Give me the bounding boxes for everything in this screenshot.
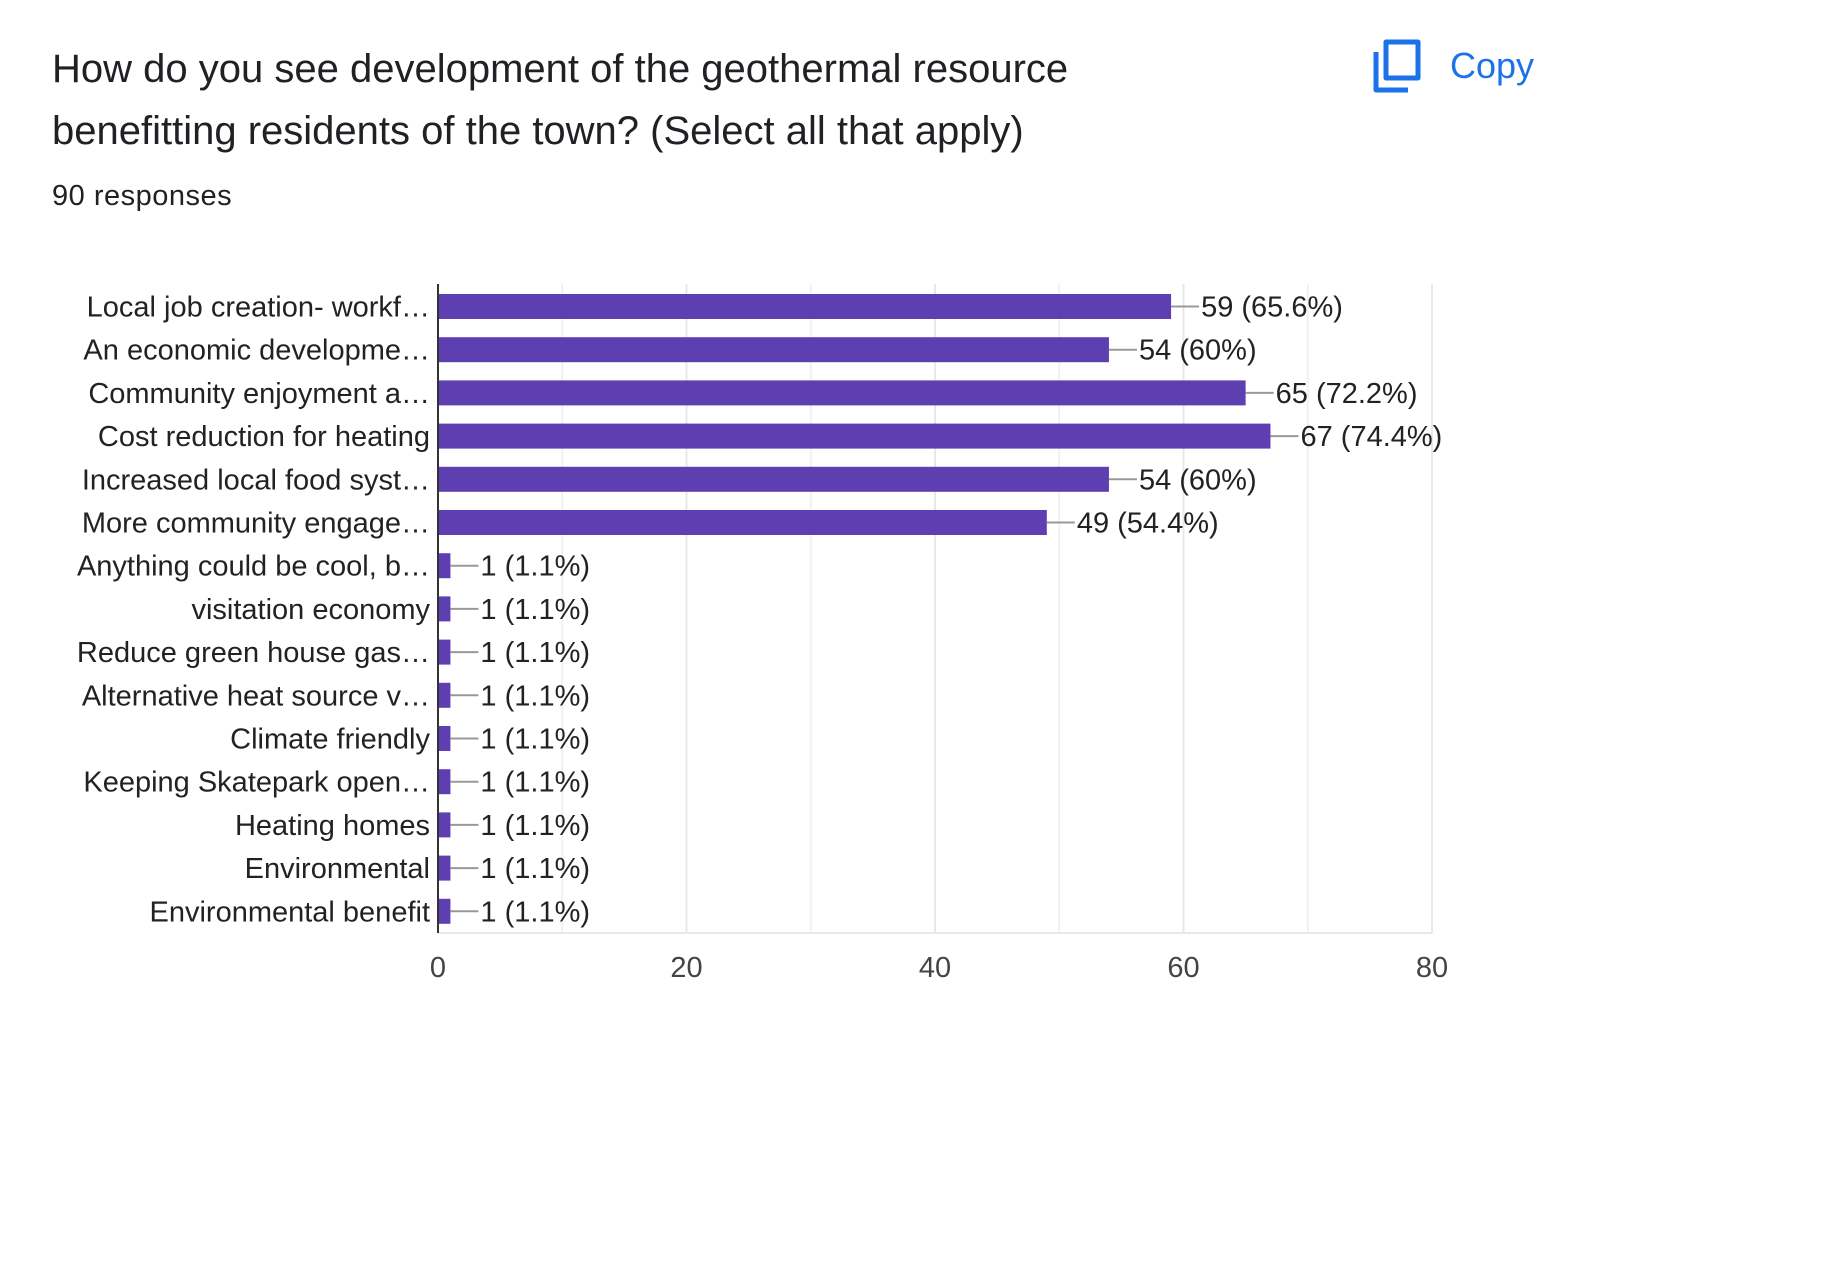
category-label: Anything could be cool, b… [77,551,430,583]
bar [439,596,451,622]
category-label: Alternative heat source v… [82,680,430,712]
bar [439,682,451,708]
x-tick-label: 40 [919,952,951,984]
x-tick-label: 20 [670,952,702,984]
bar [439,769,451,795]
x-tick-label: 80 [1416,952,1448,984]
category-label: Climate friendly [230,724,430,756]
data-label: 49 (54.4%) [1077,508,1219,540]
data-label: 1 (1.1%) [480,680,590,712]
category-label: Environmental benefit [150,896,431,928]
data-label: 1 (1.1%) [480,896,590,928]
question-title: How do you see development of the geothe… [52,47,1069,153]
category-label: Environmental [245,853,430,885]
data-label: 59 (65.6%) [1201,292,1343,324]
data-label: 54 (60%) [1139,464,1257,496]
x-tick-label: 0 [430,952,446,984]
bar [439,294,1172,319]
response-count: 90 responses [52,180,233,212]
category-label: Local job creation- workf… [87,292,430,324]
data-label: 1 (1.1%) [480,853,590,885]
data-label: 1 (1.1%) [480,724,590,756]
bar [439,337,1109,363]
data-label: 67 (74.4%) [1300,421,1442,453]
data-label: 1 (1.1%) [480,767,590,799]
category-label: Community enjoyment a… [88,378,430,410]
data-label: 54 (60%) [1139,335,1257,367]
data-label: 65 (72.2%) [1276,378,1418,410]
bar [439,510,1047,535]
copy-button[interactable]: Copy [1372,34,1534,98]
category-label: Cost reduction for heating [98,421,430,453]
bar [439,380,1246,406]
bar [439,898,451,924]
category-label: Reduce green house gas… [77,637,430,669]
bar [439,553,451,579]
bars-layer [439,294,1299,924]
category-label: Increased local food syst… [82,464,430,496]
bar [439,726,451,751]
category-label: An economic developme… [83,335,430,367]
copy-label: Copy [1450,45,1535,86]
labels-layer: 0 20 40 60 80 59 (65.6%) Local job creation- w… [77,292,1448,985]
bar [439,423,1271,449]
data-label: 1 (1.1%) [480,551,590,583]
bar [439,466,1109,492]
data-label: 1 (1.1%) [480,810,590,842]
x-tick-label: 60 [1167,952,1199,984]
bar [439,639,451,665]
category-label: Keeping Skatepark open… [83,767,430,799]
copy-icon [1373,39,1421,93]
category-label: Heating homes [235,810,430,842]
data-label: 1 (1.1%) [480,637,590,669]
bar [439,855,451,881]
bar [439,812,451,838]
category-label: visitation economy [191,594,430,626]
category-label: More community engage… [82,508,430,540]
data-label: 1 (1.1%) [480,594,590,626]
